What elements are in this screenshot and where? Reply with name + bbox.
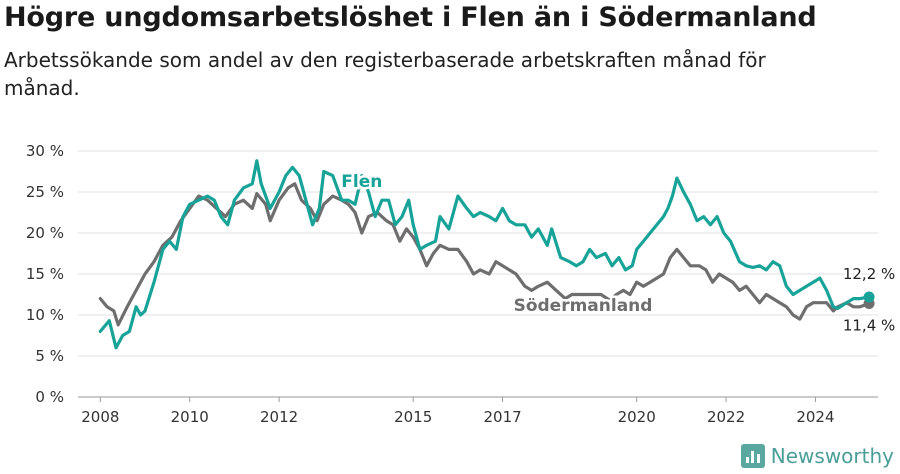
end-point-flen [863, 291, 875, 303]
y-tick-label: 25 % [26, 183, 64, 201]
newsworthy-logo: Newsworthy [740, 444, 894, 468]
bar-chart-icon [740, 444, 765, 468]
x-tick-label: 2024 [796, 408, 834, 426]
end-value-label-flen: 12,2 % [843, 265, 895, 283]
series-line-sodermanland [98, 182, 871, 327]
y-tick-label: 10 % [26, 306, 64, 324]
series-line-flen [98, 159, 871, 350]
chart-title: Högre ungdomsarbetslöshet i Flen än i Sö… [4, 2, 817, 33]
x-tick-label: 2010 [171, 408, 209, 426]
y-tick-label: 30 % [26, 142, 64, 160]
x-tick-label: 2015 [394, 408, 432, 426]
series-label-sodermanland: Södermanland [514, 296, 653, 316]
x-tick-label: 2008 [81, 408, 119, 426]
y-tick-label: 15 % [26, 265, 64, 283]
brand-name: Newsworthy [770, 444, 894, 468]
x-tick-label: 2022 [707, 408, 745, 426]
y-tick-label: 20 % [26, 224, 64, 242]
x-tick-label: 2020 [618, 408, 656, 426]
y-tick-label: 5 % [35, 347, 64, 365]
y-tick-label: 0 % [35, 388, 64, 406]
x-tick-label: 2012 [260, 408, 298, 426]
chart-subtitle: Arbetssökande som andel av den registerb… [4, 48, 766, 100]
x-tick-label: 2017 [483, 408, 521, 426]
series-label-flen: Flen [341, 172, 382, 192]
end-value-label-sodermanland: 11,4 % [843, 317, 895, 335]
